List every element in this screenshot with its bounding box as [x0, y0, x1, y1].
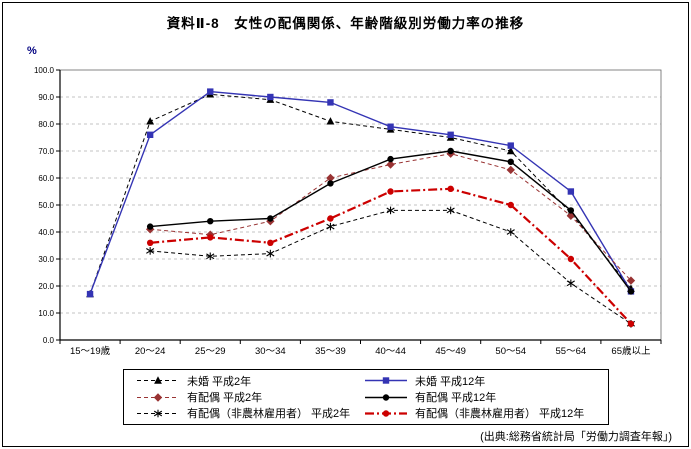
marker-diamond: [566, 211, 576, 220]
marker-circle: [567, 255, 575, 263]
marker-diamond: [506, 165, 515, 175]
series-line-2: [150, 153, 632, 281]
marker-triangle: [146, 117, 155, 125]
marker-triangle: [154, 376, 162, 384]
marker-asterisk: [266, 250, 275, 257]
legend-label: 有配偶 平成12年: [415, 392, 497, 404]
legend-item: 有配偶 平成12年: [364, 390, 602, 405]
marker-circle: [507, 158, 514, 165]
line-chart: 0.0 10.0 20.0 30.0 40.0 50.0 60.0 70.0 80.0 90.0 1…: [34, 66, 662, 357]
chart-legend: 未婚 平成2年 未婚 平成12年有配偶 平成2年 有配偶 平成12年有配偶（非農林雇…: [123, 369, 609, 425]
x-tick-label: 50〜54: [495, 346, 526, 357]
y-tick-label: 70.0: [38, 147, 54, 156]
marker-circle: [207, 234, 214, 241]
legend-swatch-triangle-icon: [137, 376, 179, 384]
x-tick-label: 25〜29: [195, 346, 226, 357]
marker-asterisk: [566, 280, 575, 287]
series-line-3: [150, 150, 632, 292]
y-tick-label: 0.0: [43, 336, 55, 345]
legend-swatch-circle-icon: [365, 410, 407, 417]
marker-circle: [507, 201, 514, 209]
x-tick-label: 55〜64: [556, 346, 587, 357]
legend-swatch-circle-icon: [365, 393, 407, 401]
marker-circle: [447, 147, 454, 155]
legend-item: 有配偶（非農林雇用者） 平成12年: [364, 406, 602, 421]
marker-square: [146, 131, 154, 138]
y-tick-label: 50.0: [38, 201, 54, 210]
marker-square: [86, 290, 94, 298]
legend-swatch-diamond-icon: [137, 392, 179, 402]
marker-circle: [327, 180, 334, 187]
x-tick-label: 35〜39: [315, 346, 346, 357]
y-tick-label: 30.0: [38, 255, 54, 264]
marker-circle: [387, 188, 394, 195]
marker-square: [507, 142, 514, 149]
marker-circle: [146, 223, 154, 230]
marker-asterisk: [506, 229, 515, 235]
marker-diamond: [326, 173, 335, 183]
series-line-4: [150, 209, 632, 325]
marker-square: [447, 131, 454, 138]
marker-square: [387, 123, 394, 130]
chart-title: 資料Ⅱ-8 女性の配偶関係、年齢階級別労働力率の推移: [166, 16, 525, 31]
legend-label: 有配偶（非農林雇用者） 平成2年: [187, 408, 351, 421]
marker-circle: [327, 215, 334, 222]
marker-circle: [447, 185, 454, 192]
y-axis-unit-label: %: [27, 45, 37, 57]
marker-asterisk: [326, 223, 335, 230]
legend-label: 有配偶 平成2年: [187, 392, 263, 404]
marker-circle: [627, 320, 635, 327]
legend-item: 有配偶（非農林雇用者） 平成2年: [136, 406, 364, 421]
legend-label: 未婚 平成2年: [187, 375, 252, 388]
marker-triangle: [326, 117, 335, 125]
y-tick-label: 90.0: [38, 93, 54, 102]
legend-item: 有配偶 平成2年: [136, 390, 364, 405]
y-tick-label: 10.0: [38, 309, 54, 318]
x-tick-label: 20〜24: [135, 346, 166, 357]
legend-label: 有配偶（非農林雇用者） 平成12年: [415, 408, 585, 421]
x-tick-label: 65歳以上: [611, 345, 651, 357]
marker-circle: [382, 393, 390, 401]
marker-asterisk: [153, 410, 163, 417]
marker-asterisk: [206, 253, 215, 260]
marker-diamond: [153, 392, 163, 402]
marker-triangle: [506, 146, 515, 155]
y-tick-label: 40.0: [38, 228, 54, 237]
legend-item: 未婚 平成2年: [136, 373, 364, 388]
legend-item: 未婚 平成12年: [364, 373, 602, 388]
y-tick-label: 100.0: [34, 66, 55, 75]
marker-square: [207, 88, 214, 95]
x-tick-label: 30〜34: [255, 346, 286, 357]
series-line-1: [89, 90, 632, 295]
marker-circle: [382, 410, 390, 417]
marker-asterisk: [446, 207, 455, 214]
marker-circle: [146, 239, 154, 246]
y-tick-label: 80.0: [38, 120, 54, 129]
marker-square: [267, 93, 274, 101]
legend-swatch-square-icon: [365, 377, 407, 384]
marker-asterisk: [386, 207, 395, 214]
x-tick-label: 45〜49: [435, 346, 466, 357]
marker-asterisk: [146, 248, 155, 254]
marker-circle: [567, 207, 575, 214]
x-tick-label: 40〜44: [375, 346, 406, 357]
marker-square: [567, 188, 575, 195]
marker-square: [382, 377, 390, 384]
marker-diamond: [626, 276, 636, 285]
legend-swatch-asterisk-icon: [137, 409, 179, 418]
y-tick-label: 20.0: [38, 282, 54, 291]
legend-label: 未婚 平成12年: [415, 375, 486, 388]
marker-circle: [267, 239, 274, 246]
marker-circle: [207, 218, 214, 225]
x-tick-label: 15〜19歳: [70, 345, 111, 357]
source-note: (出典:総務省統計局「労働力調査年報」): [480, 431, 672, 443]
marker-square: [327, 99, 334, 106]
marker-circle: [627, 288, 635, 295]
marker-circle: [267, 215, 274, 222]
marker-circle: [387, 155, 394, 163]
y-tick-label: 60.0: [38, 174, 54, 183]
